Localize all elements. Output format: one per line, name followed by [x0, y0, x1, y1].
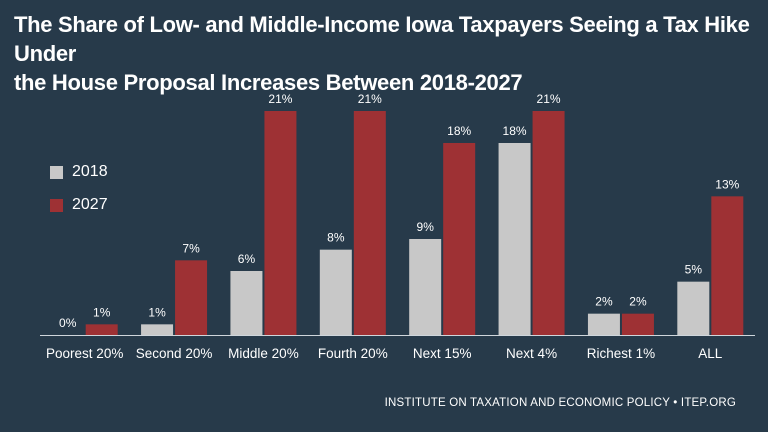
bar-2027-2	[175, 260, 208, 335]
legend-swatch-2018	[50, 165, 63, 179]
bar-2018-2	[141, 324, 174, 335]
bar-2018-5	[409, 239, 442, 335]
bar-2027-7	[621, 313, 654, 335]
data-label-2027-7: 2%	[629, 295, 647, 309]
data-label-2018-7: 2%	[595, 295, 613, 309]
bar-2018-6	[498, 143, 531, 335]
data-label-2027-8: 13%	[715, 177, 739, 191]
data-label-2018-8: 5%	[685, 263, 703, 277]
bar-2027-6	[532, 111, 565, 335]
x-tick-label-8: ALL	[698, 346, 723, 361]
chart-title-line-2: the House Proposal Increases Between 201…	[14, 70, 523, 95]
x-tick-label-3: Middle 20%	[228, 346, 299, 361]
legend-item-2018: 2018	[50, 158, 108, 186]
x-tick-label-6: Next 4%	[506, 346, 557, 361]
data-label-2018-1: 0%	[59, 316, 77, 330]
legend-label-2027: 2027	[72, 196, 108, 213]
bar-2018-8	[677, 281, 710, 335]
legend-label-2018: 2018	[72, 163, 108, 180]
data-label-2018-3: 6%	[238, 252, 256, 266]
bar-2018-3	[230, 271, 263, 335]
bar-2027-4	[353, 111, 386, 335]
x-tick-label-7: Richest 1%	[587, 346, 655, 361]
data-label-2027-3: 21%	[268, 92, 292, 106]
data-label-2018-2: 1%	[148, 305, 166, 319]
data-label-2018-4: 8%	[327, 231, 345, 245]
source-credit: INSTITUTE ON TAXATION AND ECONOMIC POLIC…	[384, 397, 736, 409]
x-tick-label-5: Next 15%	[413, 346, 472, 361]
data-label-2027-6: 21%	[537, 92, 561, 106]
bar-2018-7	[587, 313, 620, 335]
data-label-2027-4: 21%	[358, 92, 382, 106]
bar-2027-8	[711, 196, 744, 335]
x-tick-label-1: Poorest 20%	[46, 346, 123, 361]
bar-2027-5	[443, 143, 476, 335]
legend-item-2027: 2027	[50, 191, 108, 219]
bar-2027-1	[85, 324, 118, 335]
data-label-2027-2: 7%	[182, 241, 200, 255]
bar-2018-4	[319, 249, 352, 335]
chart-title: The Share of Low- and Middle-Income Iowa…	[14, 10, 754, 97]
data-label-2018-6: 18%	[503, 124, 527, 138]
chart-legend: 2018 2027	[50, 158, 108, 224]
x-tick-label-4: Fourth 20%	[318, 346, 388, 361]
legend-swatch-2027	[50, 198, 63, 212]
x-tick-label-2: Second 20%	[136, 346, 213, 361]
data-label-2027-1: 1%	[93, 305, 111, 319]
data-label-2027-5: 18%	[447, 124, 471, 138]
data-label-2018-5: 9%	[417, 220, 435, 234]
chart-title-line-1: The Share of Low- and Middle-Income Iowa…	[14, 12, 750, 66]
bar-2027-3	[264, 111, 297, 335]
